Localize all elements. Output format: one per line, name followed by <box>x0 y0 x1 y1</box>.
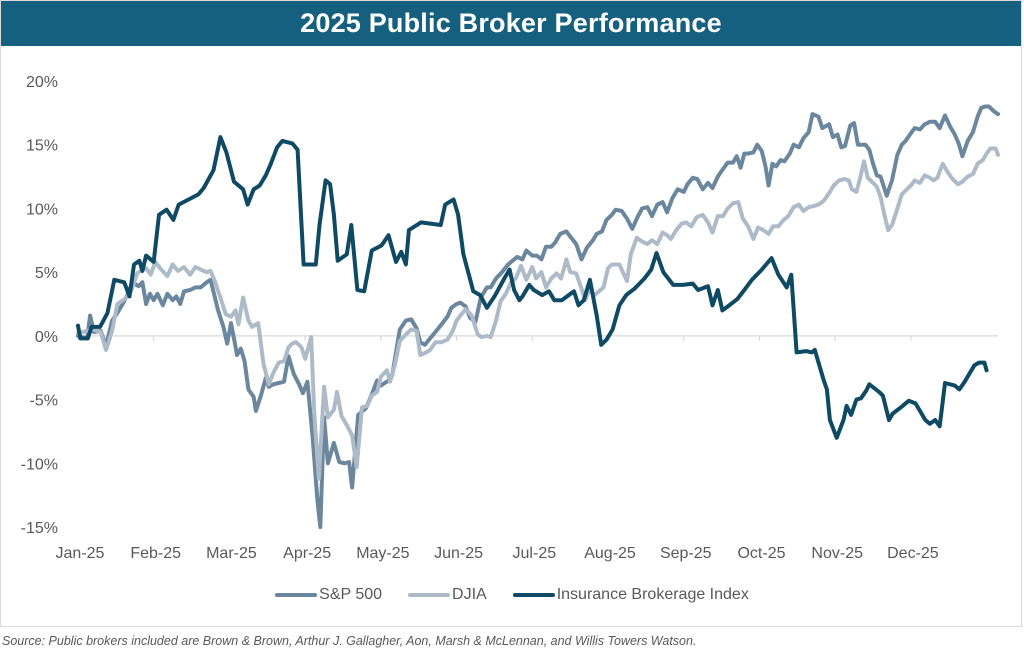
legend: S&P 500 DJIA Insurance Brokerage Index <box>0 586 1024 604</box>
series-line-djia <box>76 146 1000 481</box>
x-tick-label: Sep-25 <box>660 545 712 562</box>
x-tick-label: May-25 <box>356 545 409 562</box>
x-tick-label: Feb-25 <box>130 545 181 562</box>
y-tick-label: -5% <box>30 393 58 410</box>
legend-item-insurance-brokerage-index: Insurance Brokerage Index <box>512 586 749 604</box>
series-line-insurance-brokerage-index <box>76 135 989 440</box>
legend-item-djia: DJIA <box>408 586 487 604</box>
x-axis: Jan-25 Feb-25 Mar-25 Apr-25 May-25 Jun-25 Jul-… <box>56 335 998 562</box>
x-tick-label: Nov-25 <box>811 545 863 562</box>
y-tick-label: -15% <box>21 520 58 537</box>
chart-frame <box>0 0 1022 627</box>
series-line-s-p-500 <box>76 104 1000 529</box>
x-tick-label: Jan-25 <box>56 545 105 562</box>
legend-label-insurance-brokerage-index: Insurance Brokerage Index <box>556 586 749 603</box>
source-note: Source: Public brokers included are Brow… <box>2 634 697 648</box>
line-chart: 20% 15% 10% 5% 0% -5% -10% -15% Jan-25 Feb-25 Mar… <box>21 74 1000 562</box>
legend-label-sp500: S&P 500 <box>319 586 383 603</box>
y-tick-label: 0% <box>35 329 58 346</box>
y-tick-label: 5% <box>35 265 58 282</box>
legend-label-djia: DJIA <box>452 586 487 603</box>
y-tick-label: -10% <box>21 456 58 473</box>
title-bar: 2025 Public Broker Performance <box>1 1 1021 46</box>
x-tick-label: Mar-25 <box>206 545 257 562</box>
legend-swatch-djia <box>408 593 451 597</box>
y-tick-label: 20% <box>26 74 58 91</box>
legend-item-sp500: S&P 500 <box>275 586 382 604</box>
y-tick-label: 10% <box>26 201 58 218</box>
y-tick-label: 15% <box>26 138 58 155</box>
series-layer <box>76 104 1000 529</box>
legend-swatch-insurance-brokerage-index <box>512 593 555 597</box>
x-tick-label: Jun-25 <box>434 545 483 562</box>
legend-swatch-sp500 <box>275 593 318 597</box>
x-tick-label: Apr-25 <box>283 545 331 562</box>
chart-title: 2025 Public Broker Performance <box>300 8 722 38</box>
x-tick-label: Jul-25 <box>513 545 557 562</box>
x-tick-label: Oct-25 <box>737 545 785 562</box>
y-axis: 20% 15% 10% 5% 0% -5% -10% -15% <box>21 74 58 537</box>
x-tick-label: Aug-25 <box>584 545 636 562</box>
x-tick-label: Dec-25 <box>887 545 939 562</box>
